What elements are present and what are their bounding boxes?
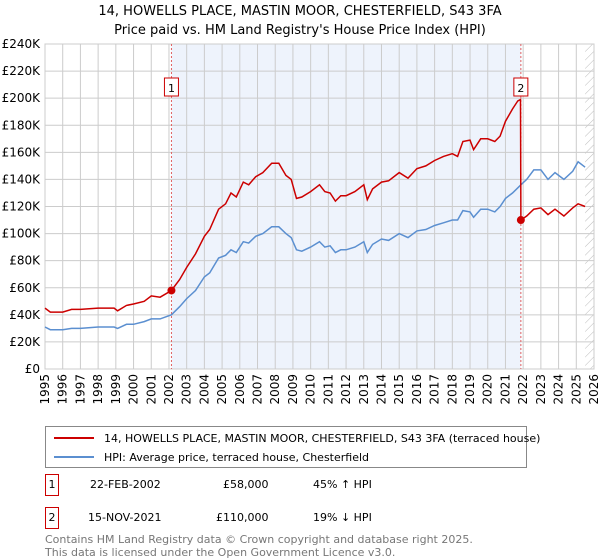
x-tick-label: 2016 [410, 374, 424, 405]
y-tick-label: £140K [2, 172, 42, 186]
sale-hpi: 45% ↑ HPI [313, 478, 372, 491]
legend-swatch-red [54, 437, 94, 439]
property-price-line [44, 98, 586, 313]
x-tick-label: 2013 [357, 374, 371, 405]
sale-row: 1 22-FEB-2002 £58,000 45% ↑ HPI [45, 474, 445, 496]
sale-price: £110,000 [216, 511, 269, 524]
x-tick-label: 2019 [463, 374, 477, 405]
x-tick-label: 1998 [91, 374, 105, 405]
x-tick-label: 1997 [73, 374, 87, 405]
x-tick-label: 2015 [392, 374, 406, 405]
x-tick-label: 2024 [552, 374, 566, 405]
sale-date: 22-FEB-2002 [90, 478, 161, 491]
annotation-box [163, 77, 179, 97]
annotation-box [513, 77, 529, 97]
x-tick-label: 2000 [127, 374, 141, 405]
x-tick-label: 2025 [569, 374, 583, 405]
sale-point [167, 286, 176, 295]
x-tick-label: 2023 [534, 374, 548, 405]
y-tick-label: £240K [2, 37, 42, 51]
legend-swatch-blue [54, 456, 94, 458]
annotation-label: 2 [517, 82, 524, 95]
y-tick-label: £200K [2, 91, 42, 105]
y-tick-label: £180K [2, 118, 42, 132]
x-tick-label: 2003 [180, 374, 194, 405]
footer-line: This data is licensed under the Open Gov… [45, 546, 396, 559]
x-tick-label: 1999 [109, 374, 123, 405]
y-tick-label: £60K [9, 281, 41, 295]
legend-label: 14, HOWELLS PLACE, MASTIN MOOR, CHESTERF… [104, 431, 541, 445]
sale-number: 1 [45, 474, 59, 496]
y-tick-label: £220K [2, 64, 42, 78]
hpi-line [44, 160, 586, 331]
x-tick-label: 2008 [268, 374, 282, 405]
legend: 14, HOWELLS PLACE, MASTIN MOOR, CHESTERF… [45, 426, 540, 468]
y-tick-label: £160K [2, 145, 42, 159]
sale-date: 15-NOV-2021 [88, 511, 162, 524]
annotation-label: 1 [168, 82, 175, 95]
x-tick-label: 1995 [38, 374, 52, 405]
x-tick-label: 2022 [516, 374, 530, 405]
x-tick-label: 2004 [197, 374, 211, 405]
chart-title: 14, HOWELLS PLACE, MASTIN MOOR, CHESTERF… [0, 2, 600, 40]
x-tick-label: 2009 [286, 374, 300, 405]
x-tick-label: 2020 [481, 374, 495, 405]
plot-frame [44, 43, 595, 370]
x-tick-label: 2018 [445, 374, 459, 405]
x-tick-label: 1996 [56, 374, 70, 405]
y-tick-label: £20K [9, 335, 41, 349]
x-tick-label: 2002 [162, 374, 176, 405]
sale-price: £58,000 [223, 478, 269, 491]
sale-hpi: 19% ↓ HPI [313, 511, 372, 524]
sale-number: 2 [45, 507, 59, 529]
x-tick-label: 2026 [587, 374, 600, 405]
price-chart: 1995 1996 1997 1998 1999 2000 2001 2002 2003 2004… [2, 37, 600, 405]
title-line-2: Price paid vs. HM Land Registry's House … [114, 23, 486, 38]
y-tick-label: £0 [25, 362, 40, 376]
y-tick-label: £40K [9, 308, 41, 322]
x-tick-label: 2006 [233, 374, 247, 405]
legend-label: HPI: Average price, terraced house, Ches… [104, 450, 370, 464]
x-tick-label: 2012 [339, 374, 353, 405]
footer: Contains HM Land Registry data © Crown c… [45, 533, 473, 559]
sale-point [516, 216, 525, 225]
legend-item-property: 14, HOWELLS PLACE, MASTIN MOOR, CHESTERF… [54, 429, 540, 447]
footer-line: Contains HM Land Registry data © Crown c… [45, 533, 473, 546]
x-tick-label: 2011 [321, 374, 335, 405]
x-tick-label: 2014 [374, 374, 388, 405]
y-tick-label: £120K [2, 200, 42, 214]
x-tick-label: 2010 [304, 374, 318, 405]
x-tick-label: 2021 [498, 374, 512, 405]
x-tick-label: 2007 [251, 374, 265, 405]
legend-item-hpi: HPI: Average price, terraced house, Ches… [54, 448, 369, 466]
y-tick-label: £80K [9, 254, 41, 268]
x-tick-label: 2017 [428, 374, 442, 405]
title-line-1: 14, HOWELLS PLACE, MASTIN MOOR, CHESTERF… [98, 4, 502, 19]
sale-row: 2 15-NOV-2021 £110,000 19% ↓ HPI [45, 507, 445, 529]
y-tick-label: £100K [2, 227, 42, 241]
x-tick-label: 2001 [144, 374, 158, 405]
x-tick-label: 2005 [215, 374, 229, 405]
